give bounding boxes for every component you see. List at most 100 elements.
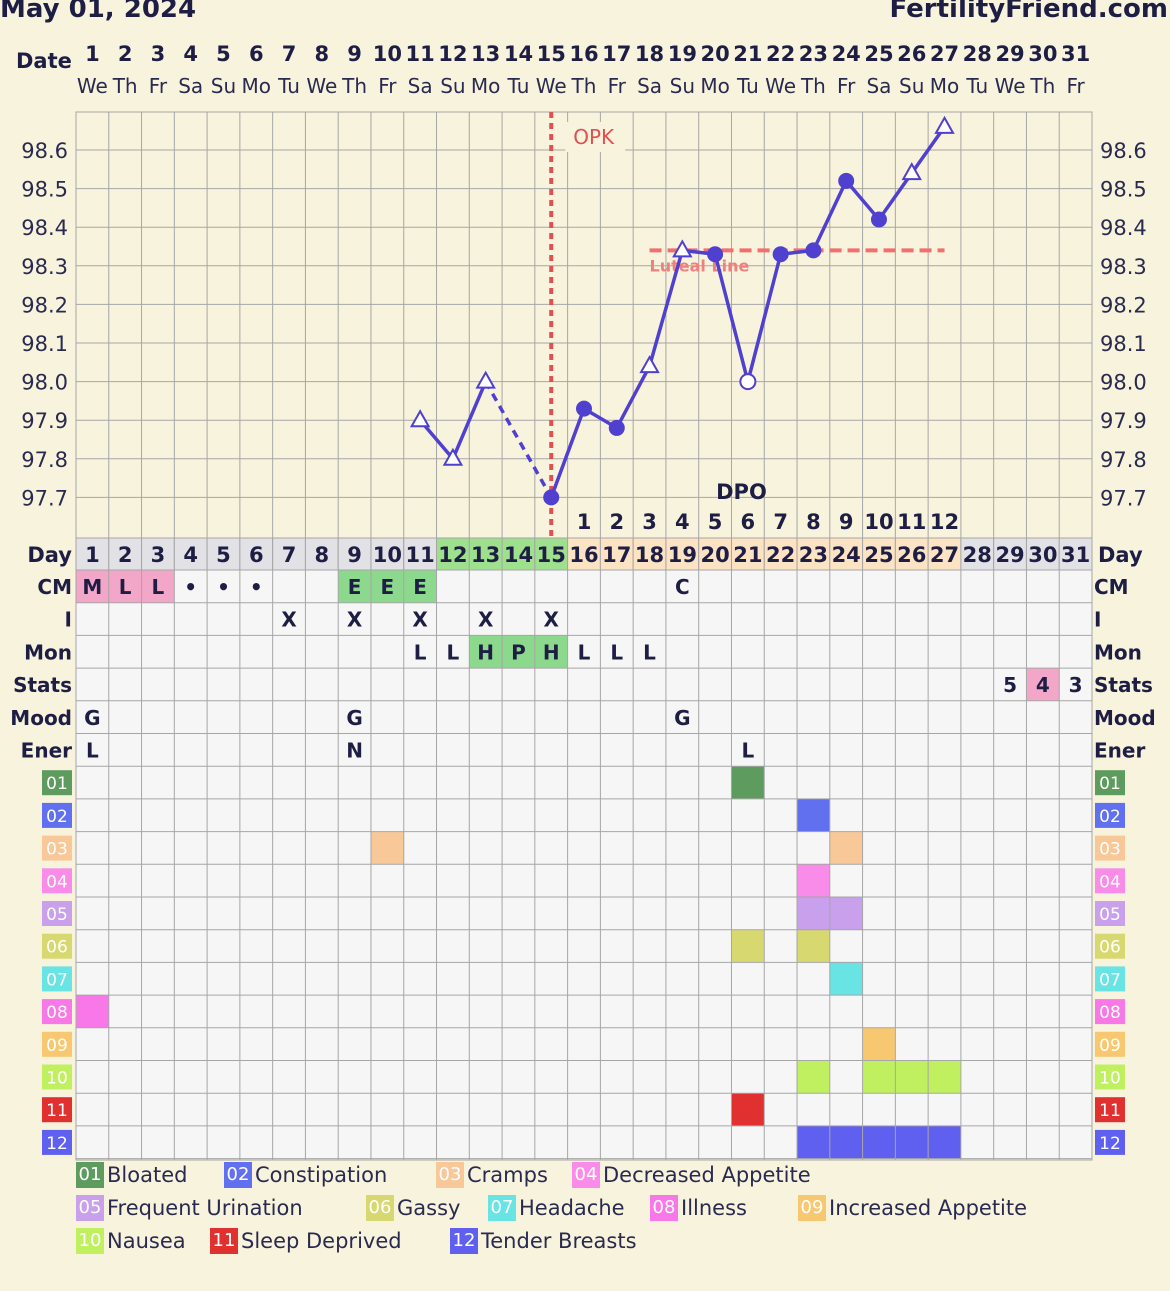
symptom-badge-left: [42, 933, 72, 959]
weekday-label: We: [77, 74, 108, 98]
symptom-code-right: 04: [1099, 872, 1121, 892]
temperature-segment: [549, 408, 586, 499]
table-cell-value: L: [119, 575, 132, 599]
temperature-point: [707, 246, 724, 263]
symptom-mark: [370, 831, 404, 865]
date-number: 27: [930, 42, 959, 66]
table-cell-value: L: [610, 640, 623, 664]
symptom-code-right: 09: [1099, 1036, 1121, 1056]
day-number: 25: [864, 543, 893, 567]
date-number: 5: [216, 42, 231, 66]
symptom-badge-left: [42, 1064, 72, 1090]
legend-swatch: 09: [798, 1195, 826, 1221]
day-cell: [468, 537, 503, 571]
table-cell-value: L: [414, 640, 427, 664]
day-number: 15: [537, 543, 566, 567]
day-number: 26: [897, 543, 926, 567]
legend-label: Tender Breasts: [481, 1229, 637, 1253]
symptom-code-right: 08: [1099, 1003, 1121, 1023]
symptom-badge-right: [1095, 1129, 1125, 1155]
legend-label: Headache: [519, 1196, 625, 1220]
y-tick-label-right: 97.8: [1100, 448, 1147, 472]
weekday-label: Tu: [965, 74, 988, 98]
symptom-mark: [731, 766, 765, 799]
temperature-segment: [451, 380, 488, 460]
dpo-number: 10: [864, 510, 893, 534]
symptom-code-left: 09: [46, 1036, 68, 1056]
site-name[interactable]: FertilityFriend.com: [889, 0, 1168, 24]
weekday-label: We: [536, 74, 567, 98]
table-cell-value: X: [544, 608, 560, 632]
day-cell: [567, 537, 601, 571]
legend-swatch: 07: [488, 1195, 516, 1221]
legend-label: Sleep Deprived: [241, 1229, 402, 1253]
date-number: 13: [471, 42, 500, 66]
chart-date: May 01, 2024: [0, 0, 197, 24]
date-number: 1: [85, 42, 100, 66]
symptom-mark: [731, 929, 765, 963]
date-number: 4: [183, 42, 198, 66]
y-tick-label-left: 98.2: [21, 293, 68, 317]
table-cell-value: H: [543, 640, 560, 664]
day-number: 7: [282, 543, 297, 567]
weekday-label: We: [995, 74, 1026, 98]
opk-label-bg: [565, 122, 626, 152]
symptom-code-right: 02: [1099, 807, 1121, 827]
y-tick-label-right: 98.0: [1100, 371, 1147, 395]
symptom-code-right: 05: [1099, 905, 1121, 925]
legend-label: Constipation: [255, 1163, 388, 1187]
dpo-number: 1: [577, 510, 592, 534]
row-label-left: CM: [37, 575, 72, 599]
date-number: 9: [347, 42, 362, 66]
table-cell-value: H: [477, 640, 494, 664]
legend-label: Illness: [681, 1196, 747, 1220]
y-tick-label-right: 98.1: [1100, 332, 1147, 356]
date-number: 28: [963, 42, 992, 66]
day-cell: [796, 537, 831, 571]
date-number: 12: [438, 42, 467, 66]
y-tick-label-left: 98.4: [21, 216, 68, 240]
symptom-code-left: 05: [46, 905, 68, 925]
y-tick-label-left: 97.9: [21, 409, 68, 433]
table-cell-value: L: [152, 575, 165, 599]
date-number: 16: [569, 42, 598, 66]
y-tick-label-right: 98.4: [1100, 216, 1147, 240]
date-number: 17: [602, 42, 631, 66]
day-number: 1: [85, 543, 100, 567]
temperature-segment: [647, 249, 685, 367]
legend-swatch: 11: [210, 1228, 238, 1254]
date-number: 24: [832, 42, 861, 66]
day-number: 17: [602, 543, 631, 567]
legend-label: Frequent Urination: [107, 1196, 303, 1220]
symptom-badge-right: [1095, 835, 1125, 861]
date-label: Date: [16, 49, 72, 73]
date-number: 19: [668, 42, 697, 66]
day-number: 2: [118, 543, 133, 567]
table-cell-value: G: [674, 706, 690, 730]
date-number: 8: [314, 42, 329, 66]
table-cell-highlight: [141, 570, 175, 603]
legend-label: Cramps: [467, 1163, 548, 1187]
weekday-label: Th: [571, 74, 597, 98]
symptom-code-left: 01: [46, 774, 68, 794]
weekday-label: Su: [440, 74, 465, 98]
weekday-label: Th: [341, 74, 367, 98]
day-number: 22: [766, 543, 795, 567]
legend-swatch: 08: [650, 1195, 678, 1221]
symptom-badge-left: [42, 868, 72, 894]
symptom-mark: [829, 831, 863, 865]
table-cell-value: 5: [1003, 673, 1017, 697]
symptom-badge-left: [42, 901, 72, 926]
symptom-code-left: 10: [46, 1069, 68, 1089]
symptom-code-left: 11: [46, 1101, 68, 1121]
temperature-point: [543, 489, 560, 506]
symptom-mark: [895, 1125, 929, 1159]
y-tick-label-left: 97.7: [21, 486, 68, 510]
legend-item: 06 Gassy: [366, 1195, 460, 1221]
table-cell-value: L: [578, 640, 591, 664]
legend-label: Bloated: [107, 1163, 188, 1187]
day-number: 27: [930, 543, 959, 567]
temperature-point: [838, 172, 855, 189]
day-cell: [632, 537, 667, 571]
table-cell-value: G: [84, 706, 100, 730]
